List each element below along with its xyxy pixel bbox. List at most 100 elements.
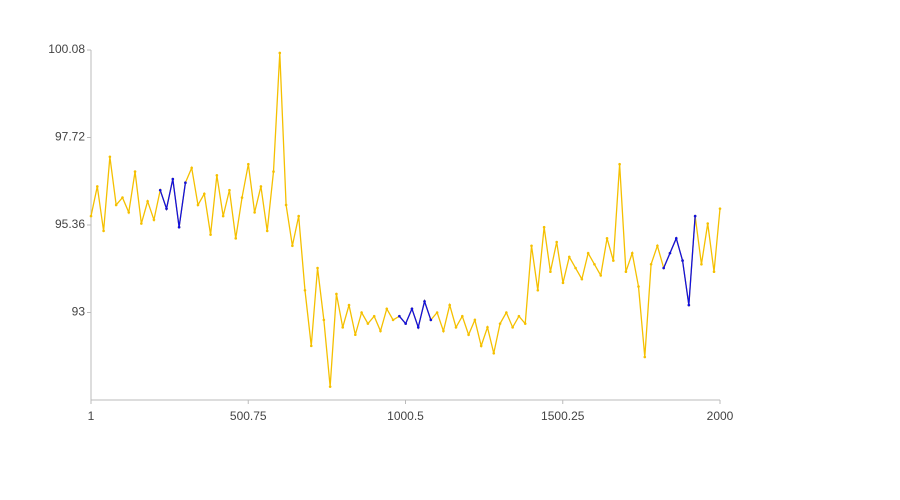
data-point xyxy=(637,285,640,288)
data-point xyxy=(687,303,691,307)
data-point xyxy=(643,355,647,359)
data-point xyxy=(360,311,363,314)
data-point xyxy=(681,259,684,262)
data-point xyxy=(448,303,452,307)
data-point xyxy=(423,300,426,303)
data-point xyxy=(354,333,357,337)
data-point xyxy=(165,207,168,210)
data-point xyxy=(316,266,319,270)
data-point xyxy=(442,329,445,333)
data-point xyxy=(416,326,420,329)
x-tick-label: 1500.25 xyxy=(541,409,585,423)
data-point xyxy=(612,259,615,262)
data-point xyxy=(630,251,634,255)
data-point xyxy=(593,263,596,266)
data-point xyxy=(454,326,458,329)
data-point xyxy=(221,214,225,218)
data-point xyxy=(240,196,244,199)
data-point xyxy=(95,185,99,188)
data-point xyxy=(234,237,238,240)
data-point xyxy=(133,170,137,173)
data-point xyxy=(121,196,124,199)
data-point xyxy=(505,311,508,314)
series-line xyxy=(90,52,721,387)
data-point xyxy=(473,318,477,322)
data-point xyxy=(284,203,288,207)
data-point xyxy=(536,288,540,292)
data-point xyxy=(574,266,577,270)
data-point xyxy=(706,222,710,225)
data-point xyxy=(209,233,212,236)
data-point xyxy=(624,270,628,274)
data-point xyxy=(656,244,659,248)
data-point xyxy=(171,177,175,181)
data-point xyxy=(435,311,439,314)
data-point xyxy=(567,255,571,259)
data-point xyxy=(366,322,370,325)
data-point xyxy=(372,314,376,318)
data-point xyxy=(89,214,93,218)
y-tick-label: 100.08 xyxy=(48,42,85,56)
data-point xyxy=(291,244,294,248)
data-point xyxy=(247,162,250,166)
data-point xyxy=(429,318,433,322)
data-point xyxy=(467,333,470,337)
data-point xyxy=(718,207,722,210)
data-point xyxy=(486,326,489,329)
data-point xyxy=(498,322,502,325)
data-point xyxy=(297,214,300,218)
data-point xyxy=(530,244,533,248)
data-point xyxy=(215,174,219,177)
data-point xyxy=(335,292,338,296)
data-point xyxy=(460,314,464,318)
series-line xyxy=(159,178,696,330)
y-tick-label: 97.72 xyxy=(55,130,85,144)
data-point xyxy=(322,318,326,322)
x-tick-label: 500.75 xyxy=(230,409,267,423)
data-point xyxy=(272,170,275,173)
data-point xyxy=(146,199,149,203)
data-point xyxy=(404,322,407,325)
data-point xyxy=(385,307,389,311)
data-point xyxy=(184,181,187,185)
data-point xyxy=(158,188,162,192)
data-point xyxy=(265,229,269,233)
data-point xyxy=(398,314,401,318)
data-point xyxy=(108,155,112,159)
data-point xyxy=(102,229,105,233)
data-point xyxy=(152,218,156,222)
data-point xyxy=(410,307,414,311)
data-point xyxy=(347,303,351,307)
data-point xyxy=(693,214,697,218)
y-tick-label: 95.36 xyxy=(55,217,85,231)
data-point xyxy=(523,322,527,325)
data-point xyxy=(674,237,678,240)
data-point xyxy=(309,344,313,348)
data-point xyxy=(700,263,703,266)
data-point xyxy=(228,188,231,192)
data-point xyxy=(391,318,395,322)
data-point xyxy=(379,329,382,333)
data-point xyxy=(190,166,193,170)
data-point xyxy=(479,344,483,348)
data-point xyxy=(114,203,118,207)
data-point xyxy=(127,211,131,214)
data-point xyxy=(580,277,584,281)
data-point xyxy=(328,385,332,388)
data-point xyxy=(561,281,565,285)
x-tick-label: 2000 xyxy=(707,409,734,423)
x-tick-label: 1000.5 xyxy=(387,409,424,423)
data-point xyxy=(511,326,514,329)
data-point xyxy=(662,266,665,270)
data-point xyxy=(196,203,200,207)
data-point xyxy=(202,192,206,196)
data-point xyxy=(303,288,307,292)
data-point xyxy=(542,225,546,229)
x-tick-label: 1 xyxy=(88,409,95,423)
data-point xyxy=(341,326,345,329)
data-point xyxy=(605,237,609,240)
data-point xyxy=(649,263,653,266)
data-point xyxy=(140,222,143,225)
